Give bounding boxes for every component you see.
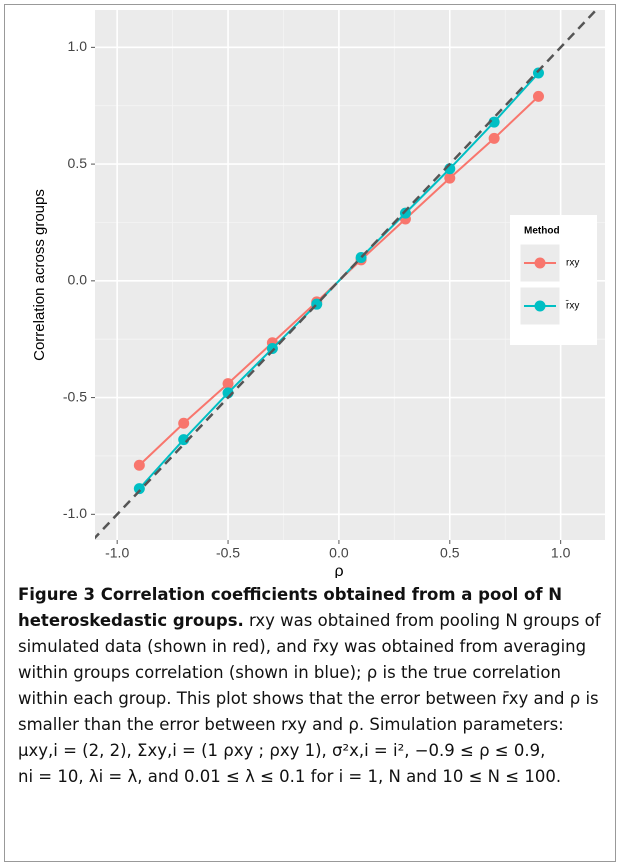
caption-title: Figure 3 Correlation coefficients obtain… — [18, 585, 563, 630]
y-tick-label: -0.5 — [63, 388, 87, 404]
series-line — [138, 72, 540, 490]
data-point — [488, 132, 500, 144]
x-axis-title: ρ — [334, 563, 343, 578]
caption-formula: ni = 10, λi = λ, and 0.01 ≤ λ ≤ 0.1 for … — [18, 767, 562, 786]
x-tick-label: 0.5 — [440, 545, 460, 561]
y-tick-label: -1.0 — [63, 505, 87, 521]
legend-dot — [534, 300, 546, 312]
y-tick-label: 0.5 — [68, 155, 88, 171]
data-point — [532, 67, 544, 79]
caption-formula: μxy,i = (2, 2), Σxy,i = (1 ρxy ; ρxy 1),… — [18, 741, 546, 760]
y-axis-title: Correlation across groups — [31, 189, 48, 361]
legend-dot — [534, 257, 546, 269]
x-tick-label: 1.0 — [551, 545, 571, 561]
data-point — [488, 116, 500, 128]
figure-frame — [4, 4, 616, 862]
data-point — [444, 172, 456, 184]
identity-line — [95, 10, 598, 540]
data-point — [532, 90, 544, 102]
legend-title: Method — [524, 226, 560, 237]
data-point — [133, 459, 145, 471]
y-tick-label: 0.0 — [68, 272, 88, 288]
caption: Figure 3 Correlation coefficients obtain… — [18, 582, 612, 790]
x-tick-label: -1.0 — [105, 545, 129, 561]
legend-label: rxy — [566, 258, 579, 269]
data-point — [178, 417, 190, 429]
data-point — [399, 207, 411, 219]
data-point — [266, 343, 278, 355]
y-tick-label: 1.0 — [68, 38, 88, 54]
chart: Correlation across groups ρ -1.0 -0.5 0.0 0… — [31, 10, 605, 578]
x-tick-label: 0.0 — [329, 545, 349, 561]
data-point — [222, 378, 234, 390]
caption-text: rxy was obtained from pooling N groups o… — [18, 611, 601, 734]
data-point — [133, 483, 145, 495]
x-tick-label: -0.5 — [216, 545, 240, 561]
legend-label: r̄xy — [565, 299, 579, 312]
